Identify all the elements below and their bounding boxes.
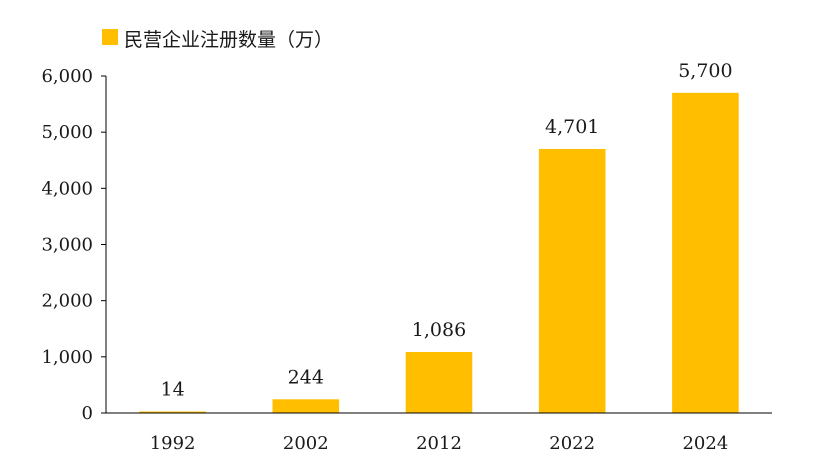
data-label-2024: 5,700 bbox=[678, 60, 732, 82]
data-label-2012: 1,086 bbox=[412, 319, 466, 341]
y-tick-label: 4,000 bbox=[41, 178, 93, 199]
x-tick-label-2012: 2012 bbox=[416, 433, 462, 454]
x-tick-label-1992: 1992 bbox=[150, 433, 196, 454]
legend: 民营企业注册数量（万） bbox=[102, 29, 333, 51]
y-tick-label: 3,000 bbox=[41, 235, 93, 256]
x-axis: 1992 2002 2012 2022 2024 bbox=[106, 412, 772, 454]
bar-2024 bbox=[672, 92, 739, 413]
x-tick-label-2002: 2002 bbox=[283, 433, 329, 454]
y-tick-label: 0 bbox=[82, 403, 93, 424]
y-tick-label: 2,000 bbox=[41, 291, 93, 312]
y-tick-label: 5,000 bbox=[41, 122, 93, 143]
data-label-1992: 14 bbox=[161, 379, 185, 401]
bar-2022 bbox=[538, 148, 606, 413]
legend-swatch bbox=[102, 29, 118, 45]
data-label-2002: 244 bbox=[288, 366, 324, 388]
bar-2002 bbox=[272, 399, 340, 413]
x-tick-label-2022: 2022 bbox=[549, 433, 595, 454]
bar-1992 bbox=[139, 411, 206, 413]
bar-2012 bbox=[405, 352, 473, 413]
data-label-2022: 4,701 bbox=[545, 116, 599, 138]
x-tick-label-2024: 2024 bbox=[682, 433, 728, 454]
y-tick-label: 6,000 bbox=[41, 66, 93, 87]
y-axis: 0 1,000 2,000 3,000 4,000 5,000 6,000 bbox=[41, 66, 107, 424]
y-tick-label: 1,000 bbox=[41, 347, 93, 368]
bars: 14 244 1,086 4,701 5,700 bbox=[139, 60, 739, 413]
legend-label: 民营企业注册数量（万） bbox=[124, 29, 333, 51]
